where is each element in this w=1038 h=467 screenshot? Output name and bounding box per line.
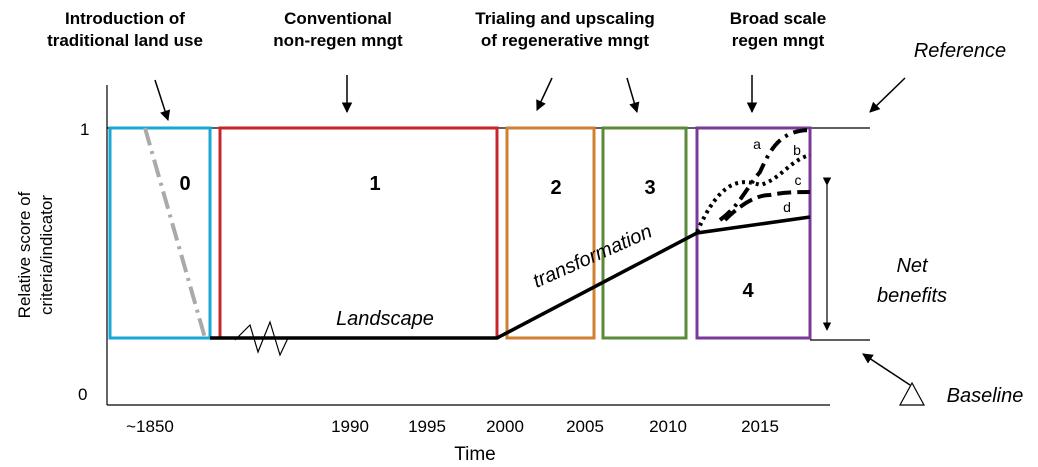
box-number: 0 xyxy=(179,173,190,195)
curve-label: a xyxy=(753,136,761,152)
x-tick-label: 2015 xyxy=(741,417,779,436)
y-axis-label: criteria/indicator xyxy=(37,195,56,315)
phase-label: regen mngt xyxy=(732,31,825,50)
trajectories xyxy=(143,127,832,357)
x-tick-label: 1990 xyxy=(331,417,369,436)
baseline-triangle xyxy=(898,381,926,406)
landscape-label: Landscape xyxy=(336,308,434,330)
y-axis-label: Relative score of xyxy=(15,191,34,318)
curve-label: d xyxy=(783,199,791,215)
box-number: 4 xyxy=(742,280,754,302)
phase-label: Conventional xyxy=(284,9,392,28)
box-number: 1 xyxy=(369,173,380,195)
phase-label: of regenerative mngt xyxy=(481,31,649,50)
arrows xyxy=(154,75,911,386)
phase-label: traditional land use xyxy=(47,31,203,50)
net-benefits-label: benefits xyxy=(877,285,947,307)
x-axis-title: Time xyxy=(454,444,496,465)
phase-label: non-regen mngt xyxy=(273,31,403,50)
phase-label: Introduction of xyxy=(65,9,185,28)
y-tick-label: 1 xyxy=(80,120,89,139)
x-tick-label: 1995 xyxy=(408,417,446,436)
box-number: 2 xyxy=(550,177,561,199)
curve-label: b xyxy=(793,142,801,158)
box-number: 3 xyxy=(644,177,655,199)
x-tick-label: ~1850 xyxy=(126,417,174,436)
x-tick-label: 2010 xyxy=(649,417,687,436)
x-tick-label: 2005 xyxy=(566,417,604,436)
reference-label: Reference xyxy=(914,40,1006,62)
curve-label: c xyxy=(795,172,802,188)
phase-label: Trialing and upscaling xyxy=(475,9,654,28)
baseline-label: Baseline xyxy=(947,385,1024,407)
phase-label: Broad scale xyxy=(730,9,826,28)
net-benefits-label: Net xyxy=(896,255,929,277)
x-tick-label: 2000 xyxy=(486,417,524,436)
y-tick-label: 0 xyxy=(78,385,87,404)
